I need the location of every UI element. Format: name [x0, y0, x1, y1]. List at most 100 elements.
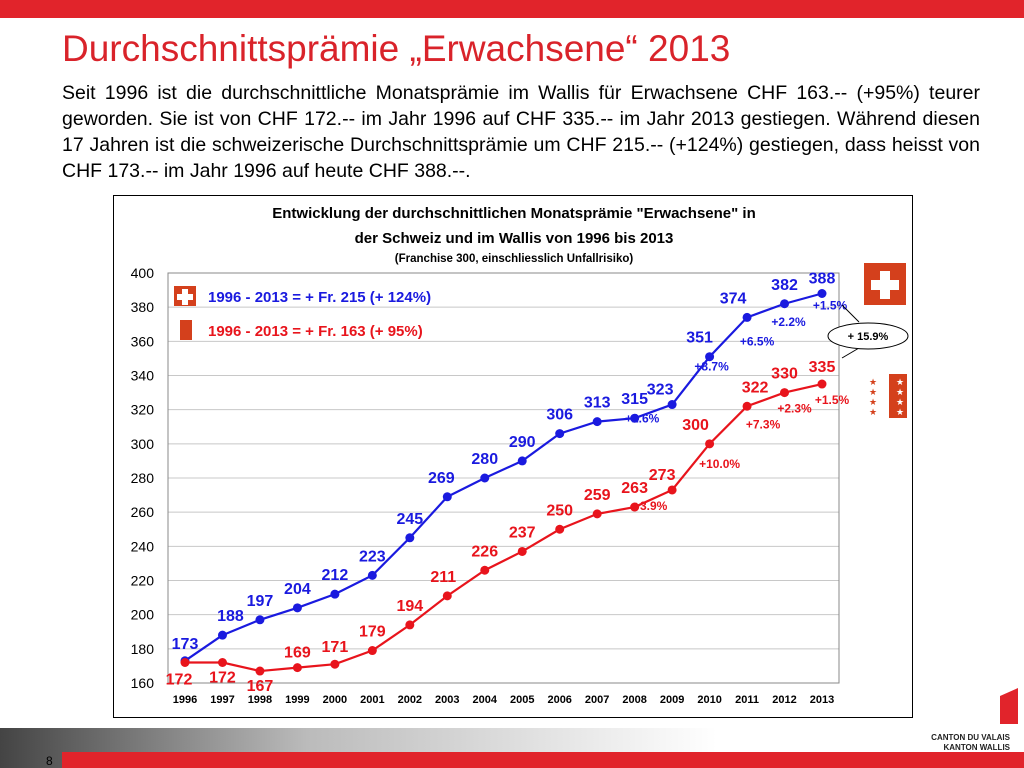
pct-label: +8.7% [694, 360, 729, 374]
data-point [667, 400, 677, 410]
swiss-cross [871, 271, 899, 299]
slide-title: Durchschnittsprämie „Erwachsene“ 2013 [62, 28, 731, 69]
data-label: 179 [359, 624, 386, 641]
y-tick-label: 300 [131, 436, 155, 452]
data-label: 212 [322, 567, 349, 584]
star-icon: ★ [896, 407, 904, 417]
star-icon: ★ [869, 377, 877, 387]
data-label: 382 [771, 277, 798, 294]
y-tick-label: 200 [131, 607, 155, 623]
y-tick-label: 320 [131, 402, 155, 418]
data-label: 172 [209, 670, 236, 687]
data-label: 194 [396, 598, 423, 615]
pct-label: +2.6% [625, 412, 660, 426]
data-point [630, 502, 640, 512]
x-tick-label: 1996 [173, 694, 197, 706]
data-label: 188 [217, 608, 244, 625]
data-point [367, 646, 377, 656]
data-label: 323 [647, 382, 674, 399]
x-tick-label: 2006 [547, 694, 571, 706]
data-point [817, 289, 827, 298]
star-icon: ★ [869, 397, 877, 407]
data-label: 273 [649, 467, 676, 484]
data-point [217, 630, 227, 640]
star-icon: ★ [896, 387, 904, 397]
data-point [255, 666, 265, 676]
y-tick-label: 360 [131, 333, 155, 349]
data-label: 167 [247, 678, 274, 695]
footer-red-bar [62, 752, 1024, 768]
x-tick-label: 2001 [360, 694, 384, 706]
page-number: 8 [46, 754, 53, 768]
data-label: 300 [682, 417, 709, 434]
data-point [405, 533, 415, 543]
data-point [742, 312, 752, 322]
data-label: 171 [322, 639, 349, 656]
data-point [480, 473, 490, 483]
y-tick-label: 240 [131, 538, 155, 554]
y-tick-label: 340 [131, 368, 155, 384]
logo-line2: KANTON WALLIS [943, 743, 1010, 752]
chart-box: Entwicklung der durchschnittlichen Monat… [113, 195, 913, 718]
callout-line [841, 347, 860, 359]
valais-flag-icon [180, 320, 192, 340]
x-tick-label: 2008 [622, 694, 646, 706]
chart-title-2: der Schweiz und im Wallis von 1996 bis 2… [355, 230, 674, 247]
y-tick-label: 400 [131, 265, 155, 281]
x-tick-label: 2009 [660, 694, 684, 706]
x-tick-label: 2013 [810, 694, 834, 706]
data-label: 245 [396, 511, 423, 528]
data-label: 197 [247, 593, 274, 610]
x-tick-label: 1998 [248, 694, 272, 706]
data-label: 335 [809, 359, 836, 376]
data-label: 306 [546, 407, 573, 424]
x-tick-label: 2002 [398, 694, 422, 706]
data-point [780, 388, 790, 398]
data-point [592, 417, 602, 427]
data-label: 269 [428, 470, 455, 487]
data-label: 322 [742, 379, 769, 396]
x-tick-label: 2007 [585, 694, 609, 706]
legend-text: 1996 - 2013 = + Fr. 163 (+ 95%) [208, 323, 423, 340]
y-tick-label: 180 [131, 641, 155, 657]
pct-label: +7.3% [746, 417, 781, 431]
data-point [367, 570, 377, 580]
y-tick-label: 220 [131, 573, 155, 589]
data-label: 172 [166, 672, 193, 689]
pct-label: +10.0% [699, 457, 740, 471]
data-point [330, 659, 340, 669]
y-tick-label: 280 [131, 470, 155, 486]
data-label: 374 [720, 290, 747, 307]
pct-label: +1.5% [815, 393, 850, 407]
data-point [592, 509, 602, 519]
data-label: 223 [359, 548, 386, 565]
plot-area [167, 272, 840, 684]
star-icon: ★ [896, 397, 904, 407]
data-point [442, 591, 452, 601]
callout-ellipse [827, 322, 909, 350]
x-tick-label: 1999 [285, 694, 309, 706]
data-label: 263 [621, 480, 648, 497]
data-point [555, 429, 565, 439]
data-point [330, 589, 340, 599]
data-point [555, 524, 565, 534]
data-label: 290 [509, 434, 536, 451]
data-point [705, 439, 715, 449]
logo-line1: CANTON DU VALAIS [931, 733, 1010, 742]
data-label: 204 [284, 581, 311, 598]
data-point [742, 401, 752, 411]
data-point [180, 658, 190, 667]
chart-subtitle: (Franchise 300, einschliesslich Unfallri… [395, 253, 634, 265]
x-tick-label: 2005 [510, 694, 534, 706]
data-point [292, 603, 302, 613]
y-tick-label: 160 [131, 675, 155, 691]
top-bar [0, 0, 1024, 18]
pct-label: +6.5% [740, 334, 775, 348]
x-tick-label: 2000 [323, 694, 347, 706]
data-label: 259 [584, 487, 611, 504]
legend-text: 1996 - 2013 = + Fr. 215 (+ 124%) [208, 289, 431, 306]
pct-label: +1.5% [813, 299, 848, 313]
data-label: 280 [471, 451, 498, 468]
line-chart: Entwicklung der durchschnittlichen Monat… [131, 205, 909, 706]
data-label: 313 [584, 395, 611, 412]
